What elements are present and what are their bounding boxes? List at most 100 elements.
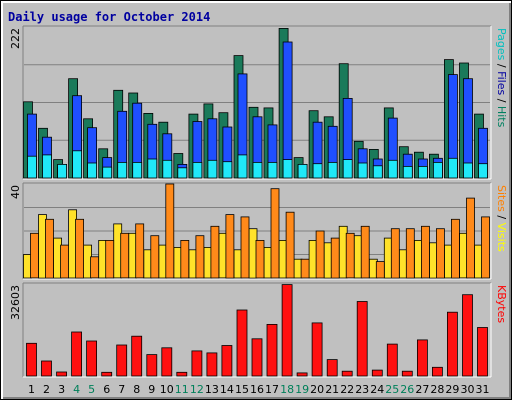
bar-pages-day-11 [177, 167, 188, 179]
x-tick-label-5: 5 [88, 383, 95, 396]
bar-kbytes-day-3 [56, 371, 67, 377]
bar-kbytes-day-17 [266, 323, 278, 377]
x-tick-label-3: 3 [58, 383, 65, 396]
bar-kbytes-day-15 [236, 309, 248, 377]
bar-kbytes-day-27 [416, 339, 428, 377]
bar-sites-day-12 [195, 235, 205, 279]
x-tick-label-27: 27 [415, 383, 429, 396]
bar-kbytes-day-26 [401, 370, 413, 377]
x-tick-label-28: 28 [430, 383, 444, 396]
x-tick-label-15: 15 [235, 383, 249, 396]
bar-kbytes-day-13 [206, 352, 218, 377]
bar-sites-day-25 [390, 228, 400, 279]
bar-kbytes-day-24 [371, 369, 383, 377]
bar-pages-day-17 [267, 161, 278, 179]
x-tick-label-14: 14 [220, 383, 234, 396]
bar-pages-day-30 [463, 162, 473, 179]
bar-sites-day-23 [360, 225, 370, 279]
bar-pages-day-29 [447, 157, 458, 179]
legend-hits-part-3: / [495, 95, 508, 106]
bar-pages-day-8 [132, 161, 143, 179]
x-tick-label-30: 30 [461, 383, 475, 396]
bar-pages-day-16 [252, 161, 263, 179]
x-tick-label-1: 1 [28, 383, 35, 396]
legend-kbytes: KBytes [495, 285, 508, 323]
x-tick-label-9: 9 [148, 383, 155, 396]
bar-pages-day-3 [57, 163, 67, 179]
x-tick-label-29: 29 [445, 383, 459, 396]
bar-pages-day-22 [342, 159, 353, 179]
bar-sites-day-2 [45, 218, 54, 279]
legend-visits-part-1: / [495, 212, 508, 223]
bar-pages-day-18 [282, 159, 293, 179]
bar-kbytes-day-16 [251, 338, 263, 377]
x-tick-label-19: 19 [295, 383, 309, 396]
bar-pages-day-1 [27, 155, 37, 179]
x-tick-label-21: 21 [325, 383, 339, 396]
bar-pages-day-19 [297, 163, 308, 179]
bar-sites-day-22 [345, 232, 355, 279]
bar-sites-day-9 [150, 235, 160, 279]
legend-hits-part-4: Hits [495, 106, 508, 128]
bar-kbytes-day-2 [41, 360, 52, 377]
legend-kbytes-part-0: KBytes [495, 285, 508, 323]
x-tick-label-13: 13 [205, 383, 219, 396]
bar-kbytes-day-11 [176, 371, 188, 377]
bar-kbytes-day-14 [221, 345, 233, 377]
bar-pages-day-25 [387, 159, 398, 179]
bar-kbytes-day-6 [101, 371, 113, 377]
bar-kbytes-day-5 [86, 340, 97, 377]
bar-sites-day-17 [270, 188, 280, 279]
bar-sites-day-31 [481, 216, 490, 279]
bar-pages-day-14 [222, 161, 233, 179]
bar-pages-day-24 [372, 165, 383, 179]
bar-sites-day-6 [105, 239, 115, 279]
bar-sites-day-10 [165, 183, 175, 279]
legend-visits-part-0: Sites [495, 185, 508, 212]
bar-kbytes-day-12 [191, 350, 203, 377]
chart-title: Daily usage for October 2014 [8, 10, 210, 24]
bar-pages-day-26 [402, 165, 413, 179]
bar-sites-day-4 [75, 218, 84, 279]
x-tick-label-22: 22 [340, 383, 354, 396]
bar-sites-day-20 [315, 230, 325, 279]
bar-sites-day-8 [135, 223, 145, 279]
legend-hits: Pages / Files / Hits [495, 28, 508, 128]
bar-sites-day-16 [255, 239, 265, 279]
legend-hits-part-0: Pages [495, 28, 508, 61]
y-max-label-visits: 40 [9, 185, 22, 199]
bar-kbytes-day-19 [296, 372, 308, 377]
bar-sites-day-21 [330, 237, 340, 279]
bar-kbytes-day-8 [131, 335, 143, 377]
legend-hits-part-1: / [495, 60, 508, 71]
x-tick-label-10: 10 [160, 383, 174, 396]
y-max-label-hits: 222 [9, 28, 22, 49]
bar-pages-day-7 [117, 161, 128, 179]
x-tick-label-7: 7 [118, 383, 125, 396]
bar-kbytes-day-31 [477, 327, 488, 377]
bar-kbytes-day-30 [462, 294, 473, 377]
x-tick-label-11: 11 [175, 383, 189, 396]
bar-kbytes-day-1 [26, 342, 37, 377]
y-max-label-kbytes: 32603 [9, 285, 22, 320]
bar-pages-day-15 [237, 154, 248, 179]
bar-sites-day-27 [420, 225, 430, 279]
x-tick-label-6: 6 [103, 383, 110, 396]
bar-kbytes-day-29 [446, 311, 458, 377]
legend-visits-part-2: Visits [495, 223, 508, 252]
bar-kbytes-day-9 [146, 354, 158, 377]
bar-kbytes-day-21 [326, 359, 338, 377]
x-tick-label-31: 31 [476, 383, 490, 396]
bar-files-day-18 [282, 41, 293, 179]
bar-pages-day-6 [102, 166, 113, 179]
bar-kbytes-day-23 [356, 301, 368, 377]
bar-sites-day-26 [405, 228, 415, 279]
x-tick-label-25: 25 [385, 383, 399, 396]
bar-sites-day-5 [90, 256, 99, 279]
bar-sites-day-29 [450, 218, 460, 279]
bar-sites-day-3 [60, 244, 69, 279]
bar-sites-day-15 [240, 216, 250, 279]
bar-kbytes-day-18 [281, 284, 293, 377]
bar-sites-day-1 [30, 232, 39, 279]
